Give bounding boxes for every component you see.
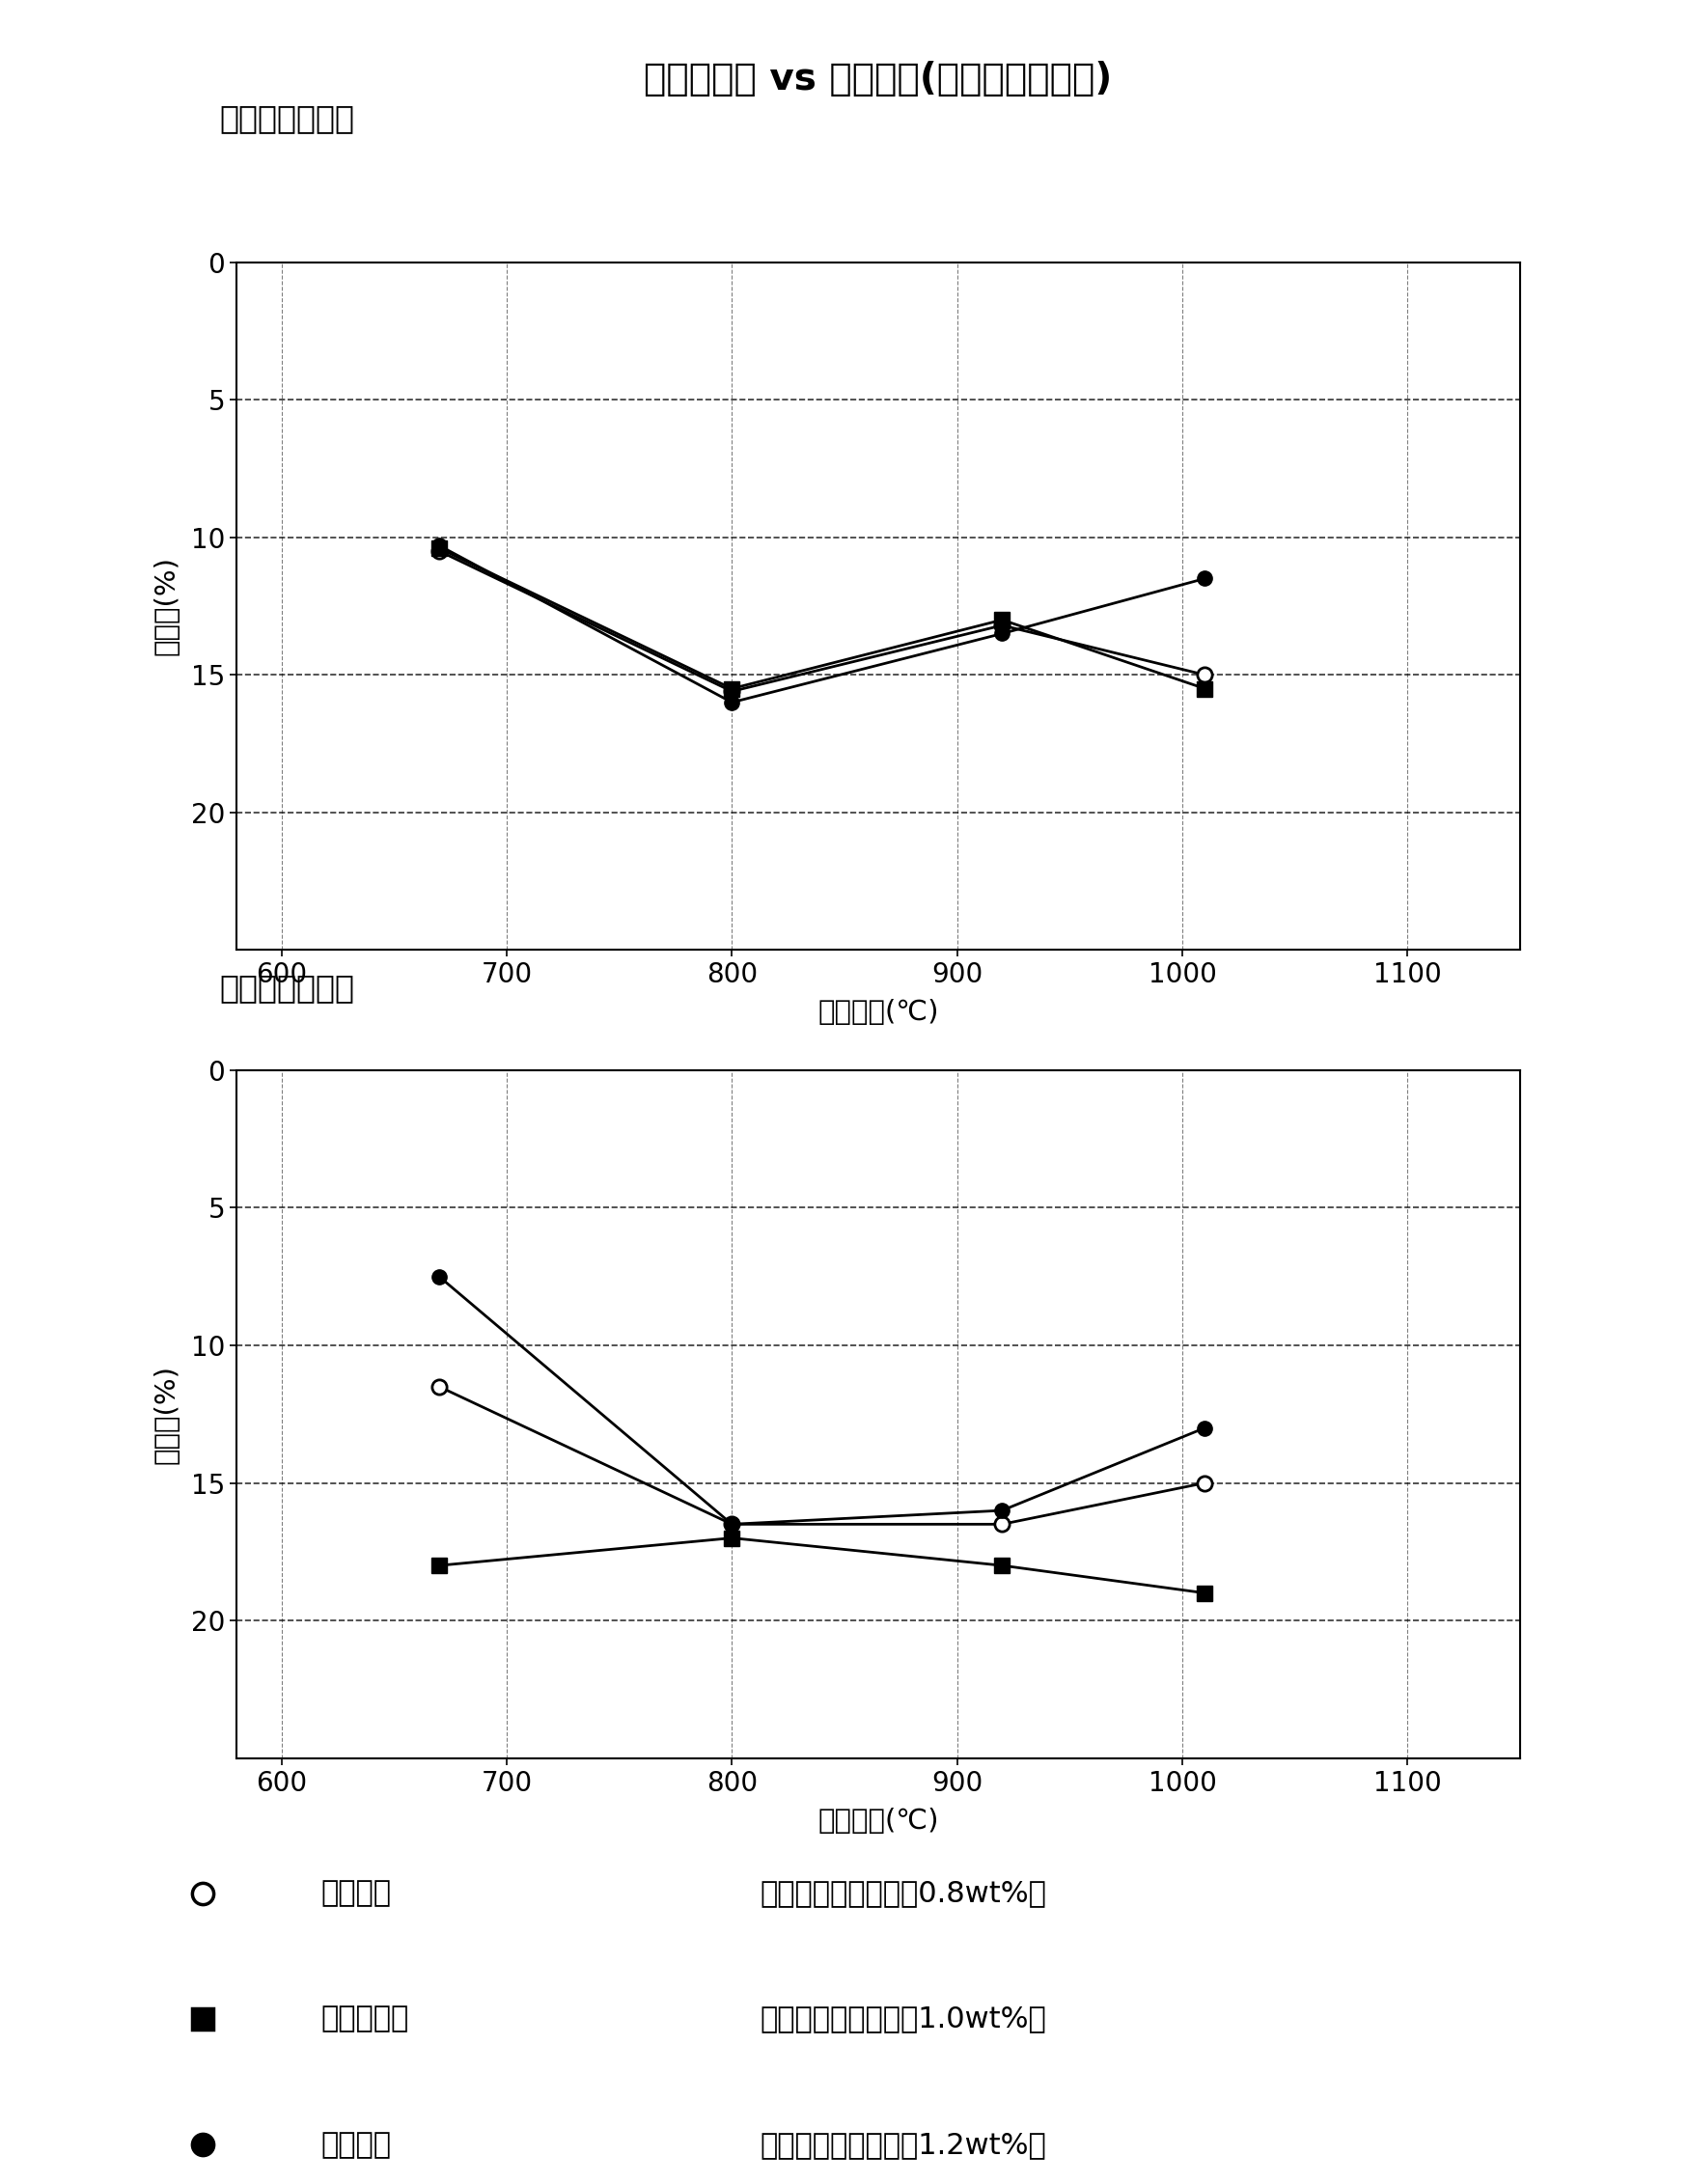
Text: 负极材料: 负极材料 bbox=[321, 2132, 392, 2158]
Text: 厚度方向收缩率: 厚度方向收缩率 bbox=[220, 972, 355, 1005]
Text: （助烧结剂添加率　1.2wt%）: （助烧结剂添加率 1.2wt%） bbox=[760, 2132, 1047, 2158]
Text: （助烧结剂添加率　1.0wt%）: （助烧结剂添加率 1.0wt%） bbox=[760, 2005, 1047, 2033]
Text: 颗粒收缩率 vs 烧成温度(添加了助烧结剂): 颗粒收缩率 vs 烧成温度(添加了助烧结剂) bbox=[644, 61, 1113, 98]
X-axis label: 烧成温度(℃): 烧成温度(℃) bbox=[817, 1806, 939, 1835]
Text: 直径方向收缩率: 直径方向收缩率 bbox=[220, 103, 355, 135]
X-axis label: 烧成温度(℃): 烧成温度(℃) bbox=[817, 998, 939, 1026]
Text: 固体电解质: 固体电解质 bbox=[321, 2005, 409, 2033]
Text: （助烧结剂添加率　0.8wt%）: （助烧结剂添加率 0.8wt%） bbox=[760, 1878, 1047, 1907]
Y-axis label: 収縮率(%): 収縮率(%) bbox=[154, 1365, 181, 1463]
Y-axis label: 収縮率(%): 収縮率(%) bbox=[154, 557, 181, 655]
Text: 正极材料: 正极材料 bbox=[321, 1878, 392, 1907]
